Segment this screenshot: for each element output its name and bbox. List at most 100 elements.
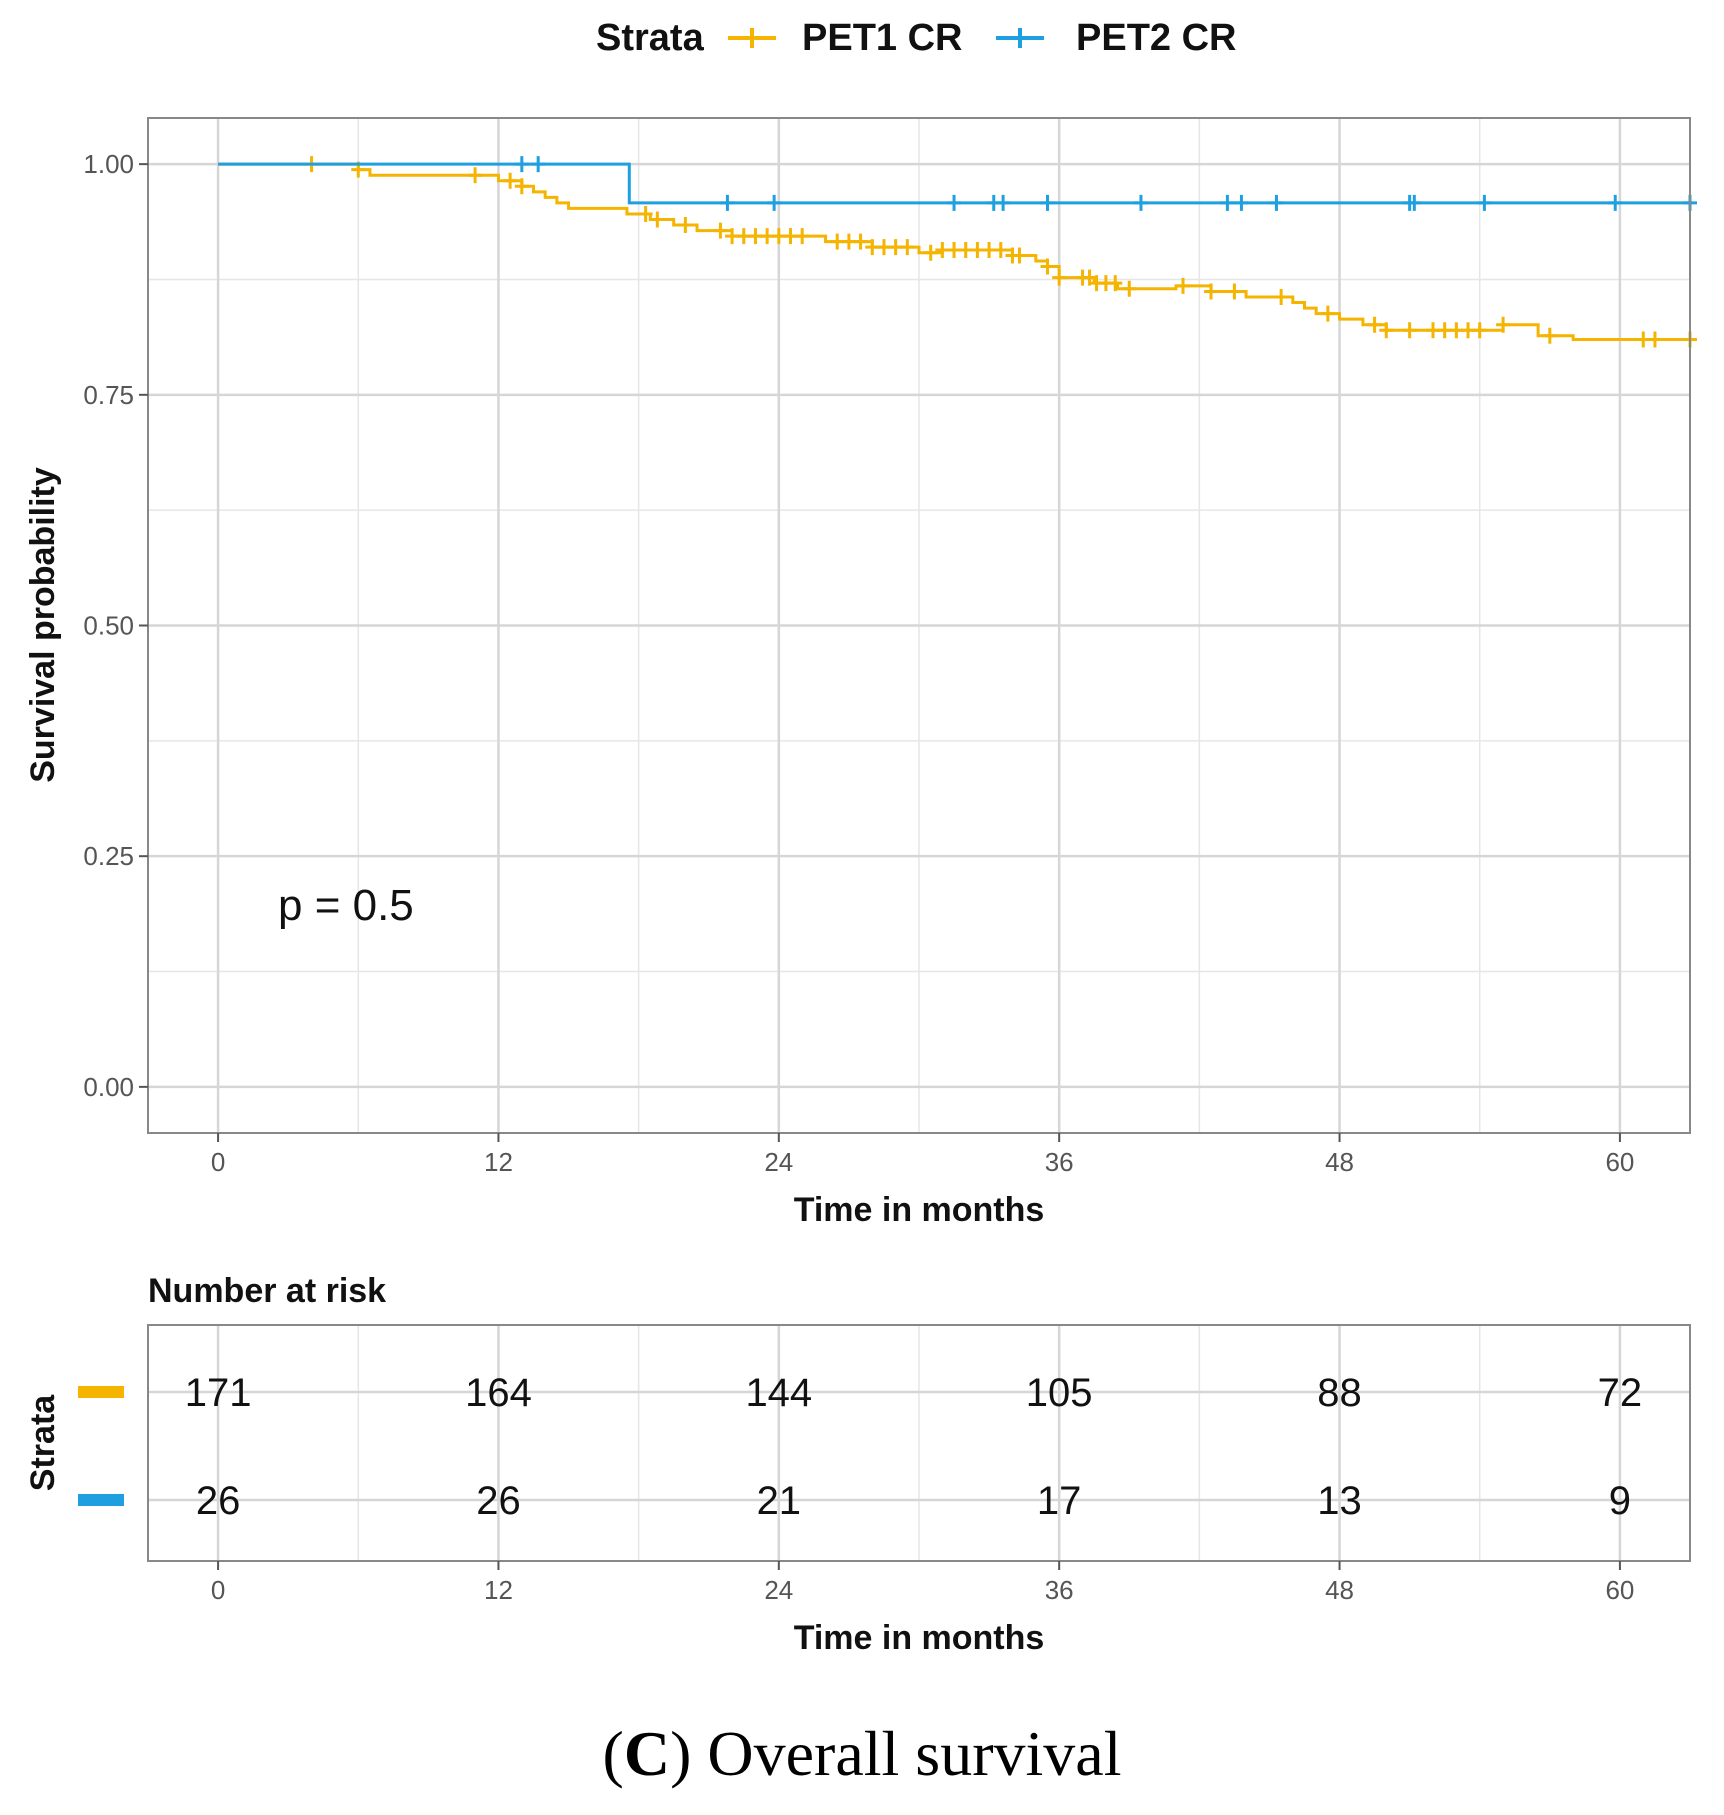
censor-mark (1122, 280, 1137, 297)
risk-cell: 13 (1317, 1479, 1362, 1523)
legend: Strata PET1 CR PET2 CR (596, 17, 1236, 59)
legend-title: Strata (596, 17, 705, 59)
censor-mark (783, 228, 798, 245)
risk-cell: 144 (745, 1371, 812, 1415)
censor-mark (1052, 269, 1067, 286)
caption-open: ( (603, 1718, 624, 1789)
legend-label-pet1: PET1 CR (802, 17, 962, 59)
censor-mark (1040, 258, 1055, 275)
risk-strata-key-pet1 (78, 1386, 124, 1398)
x-tick-label: 0 (211, 1147, 225, 1177)
censor-mark (996, 194, 1011, 211)
censor-mark (853, 233, 868, 250)
x-tick-label: 12 (484, 1147, 513, 1177)
risk-x-axis-title: Time in months (794, 1619, 1045, 1657)
risk-cell: 88 (1317, 1371, 1362, 1415)
censor-mark (1407, 194, 1422, 211)
censor-mark (503, 172, 518, 189)
censor-mark (795, 228, 810, 245)
survival-curves (218, 156, 1697, 348)
censor-mark (1220, 194, 1235, 211)
caption-letter: C (624, 1718, 670, 1789)
censor-mark (1379, 322, 1394, 339)
censor-mark (1477, 194, 1492, 211)
y-tick-label: 0.50 (83, 611, 134, 641)
caption-rest: ) Overall survival (670, 1718, 1121, 1789)
risk-x-tick-labels: 0 12 24 36 48 60 (211, 1561, 1634, 1605)
censor-mark (900, 239, 915, 256)
censor-mark (1496, 316, 1511, 333)
risk-x-tick-label: 60 (1605, 1575, 1634, 1605)
censor-mark (736, 228, 751, 245)
censor-mark (514, 156, 529, 173)
x-tick-label: 36 (1045, 1147, 1074, 1177)
censor-mark (935, 241, 950, 258)
censor-mark (1472, 322, 1487, 339)
censor-mark (767, 194, 782, 211)
x-tick-label: 48 (1325, 1147, 1354, 1177)
risk-x-tick-label: 0 (211, 1575, 225, 1605)
censor-mark (678, 217, 693, 234)
censor-mark (720, 194, 735, 211)
risk-table-title: Number at risk (148, 1272, 386, 1310)
x-tick-label: 24 (764, 1147, 793, 1177)
risk-cell: 9 (1609, 1479, 1631, 1523)
y-axis-title: Survival probability (24, 467, 62, 783)
censor-mark (1542, 327, 1557, 344)
risk-strata-keys (78, 1386, 124, 1506)
risk-x-tick-label: 24 (764, 1575, 793, 1605)
risk-values: 171 164 144 105 88 72 26 26 21 17 13 9 (185, 1371, 1642, 1523)
censor-mark (947, 241, 962, 258)
censor-mark (1367, 316, 1382, 333)
censor-mark (1234, 194, 1249, 211)
censor-mark (468, 167, 483, 184)
censor-mark (1082, 269, 1097, 286)
censor-mark (1437, 322, 1452, 339)
censor-mark (970, 241, 985, 258)
censor-mark (865, 239, 880, 256)
x-axis-title: Time in months (794, 1191, 1045, 1229)
censor-mark (1012, 247, 1027, 264)
censor-mark (888, 239, 903, 256)
figure-caption: (C) Overall survival (603, 1718, 1122, 1789)
survival-curve-pet2 (218, 162, 1690, 205)
censor-mark (1176, 277, 1191, 294)
risk-cell: 26 (476, 1479, 521, 1523)
censor-mark (760, 228, 775, 245)
censor-mark (1647, 331, 1662, 348)
censor-mark (841, 233, 856, 250)
risk-cell: 164 (465, 1371, 532, 1415)
grid-lines (148, 118, 1690, 1133)
x-tick-label: 60 (1605, 1147, 1634, 1177)
y-tick-label: 0.25 (83, 841, 134, 871)
risk-cell: 26 (196, 1479, 241, 1523)
censor-mark (982, 241, 997, 258)
legend-key-pet1 (728, 28, 776, 48)
risk-table-border (147, 1324, 1691, 1562)
risk-x-tick-label: 48 (1325, 1575, 1354, 1605)
censor-mark (830, 233, 845, 250)
censor-mark (1608, 194, 1623, 211)
risk-x-tick-label: 12 (484, 1575, 513, 1605)
censor-mark (1274, 289, 1289, 306)
legend-key-pet2 (996, 28, 1044, 48)
p-value-label: p = 0.5 (278, 881, 414, 930)
censor-mark (1449, 322, 1464, 339)
y-tick-label: 0.00 (83, 1072, 134, 1102)
y-tick-label: 0.75 (83, 380, 134, 410)
censor-mark (713, 222, 728, 239)
censor-mark (1204, 283, 1219, 300)
censor-mark (748, 228, 763, 245)
censor-mark (958, 241, 973, 258)
censor-mark (1461, 322, 1476, 339)
risk-cell: 171 (185, 1371, 252, 1415)
censor-mark (1426, 322, 1440, 339)
censor-mark (771, 228, 786, 245)
x-tick-labels: 0 12 24 36 48 60 (211, 1133, 1634, 1177)
legend-label-pet2: PET2 CR (1076, 17, 1236, 59)
censor-mark (923, 244, 938, 261)
censor-mark (1040, 194, 1055, 211)
risk-x-tick-label: 36 (1045, 1575, 1074, 1605)
